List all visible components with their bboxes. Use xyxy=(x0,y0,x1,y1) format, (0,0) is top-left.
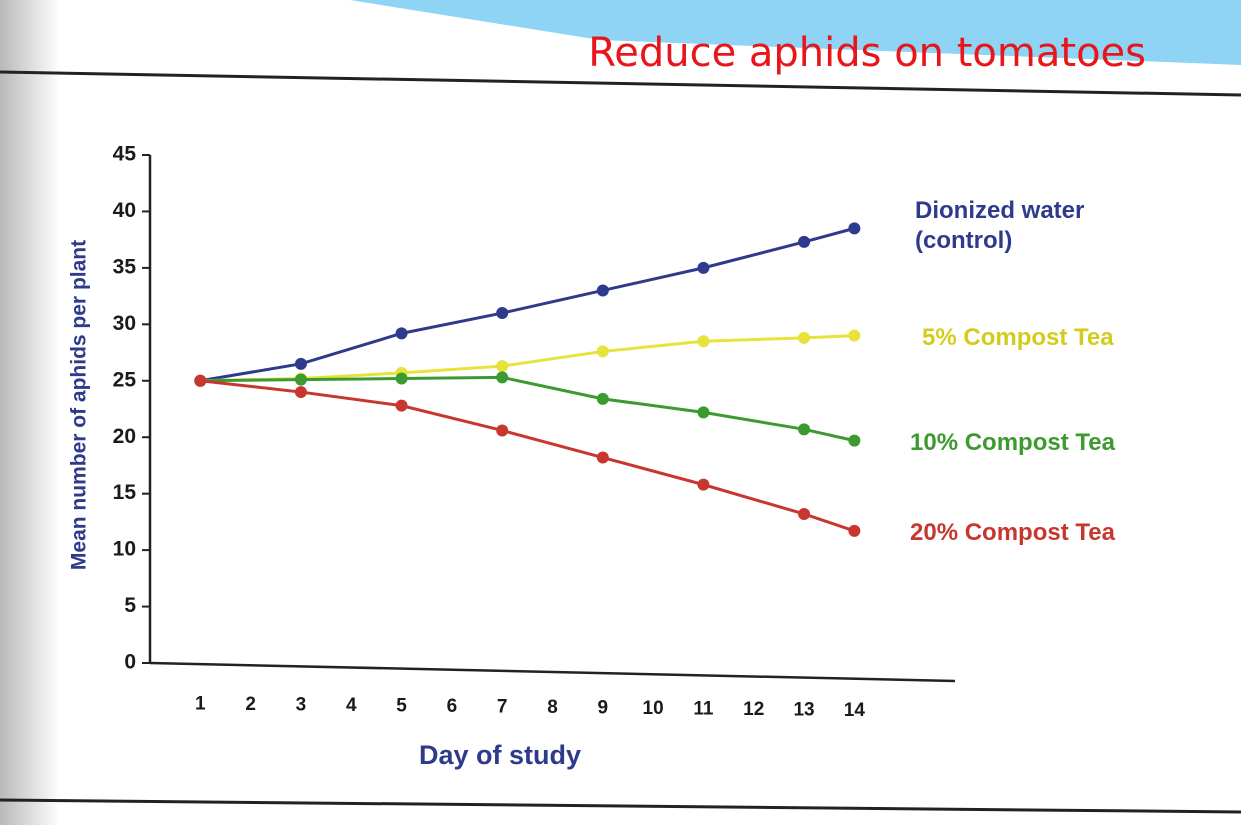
y-tick-label: 0 xyxy=(124,651,136,674)
rule-top xyxy=(0,70,1241,97)
x-tick-label: 12 xyxy=(743,699,764,720)
x-tick-label: 5 xyxy=(396,696,407,717)
data-point xyxy=(596,284,609,297)
data-point xyxy=(596,345,609,358)
y-tick-label: 40 xyxy=(113,199,136,222)
data-point xyxy=(294,357,307,370)
data-point xyxy=(194,374,207,387)
data-point xyxy=(798,507,811,520)
data-point xyxy=(496,307,509,320)
x-tick-label: 11 xyxy=(693,699,714,720)
scan-shade xyxy=(0,0,60,825)
data-point xyxy=(395,372,408,385)
y-axis-label: Mean number of aphids per plant xyxy=(68,240,91,570)
data-point xyxy=(294,373,307,386)
data-point xyxy=(596,451,609,464)
data-point xyxy=(697,335,710,348)
rule-bottom xyxy=(0,798,1241,814)
data-point xyxy=(294,386,307,399)
series-line xyxy=(200,379,855,533)
data-point xyxy=(496,360,509,373)
x-tick-label: 2 xyxy=(245,694,256,715)
x-tick-label: 10 xyxy=(643,698,664,719)
x-axis-label: Day of study xyxy=(419,740,581,770)
x-tick-label: 14 xyxy=(844,700,866,721)
data-point xyxy=(395,399,408,412)
y-tick-label: 25 xyxy=(113,368,137,391)
data-point xyxy=(697,406,710,419)
x-tick-label: 9 xyxy=(598,698,609,719)
x-tick-label: 13 xyxy=(793,700,814,721)
y-tick-label: 20 xyxy=(113,425,136,448)
data-point xyxy=(697,478,710,491)
series-label: 10% Compost Tea xyxy=(910,429,1115,456)
x-axis xyxy=(149,661,956,683)
x-tick-label: 7 xyxy=(497,697,508,718)
x-tick-label: 4 xyxy=(346,695,357,716)
data-point xyxy=(848,434,861,447)
data-point xyxy=(798,235,811,248)
y-tick-label: 30 xyxy=(113,312,136,335)
data-point xyxy=(596,392,609,405)
x-tick-label: 6 xyxy=(447,696,458,717)
y-tick-label: 10 xyxy=(113,538,136,561)
series-line xyxy=(200,226,855,383)
series-line xyxy=(200,375,855,443)
y-tick-label: 45 xyxy=(113,143,137,166)
data-point xyxy=(848,524,861,537)
series-label: 5% Compost Tea xyxy=(922,324,1114,351)
data-point xyxy=(848,222,861,235)
data-point xyxy=(697,261,710,274)
x-tick-label: 1 xyxy=(195,694,206,715)
series-label: Dionized water (control) xyxy=(915,197,1085,254)
data-point xyxy=(395,327,408,340)
series-line xyxy=(200,334,855,383)
data-point xyxy=(798,423,811,436)
slide-title: Reduce aphids on tomatoes xyxy=(588,30,1146,76)
data-point xyxy=(496,371,509,384)
x-tick-label: 8 xyxy=(547,697,558,718)
data-point xyxy=(848,329,861,342)
series-label: 20% Compost Tea xyxy=(910,519,1115,546)
y-tick-label: 35 xyxy=(113,255,137,278)
data-point xyxy=(798,331,811,344)
y-tick-label: 5 xyxy=(124,594,136,617)
header-band xyxy=(350,0,1241,65)
x-tick-label: 3 xyxy=(296,695,307,716)
y-tick-label: 15 xyxy=(113,481,137,504)
data-point xyxy=(496,424,509,437)
